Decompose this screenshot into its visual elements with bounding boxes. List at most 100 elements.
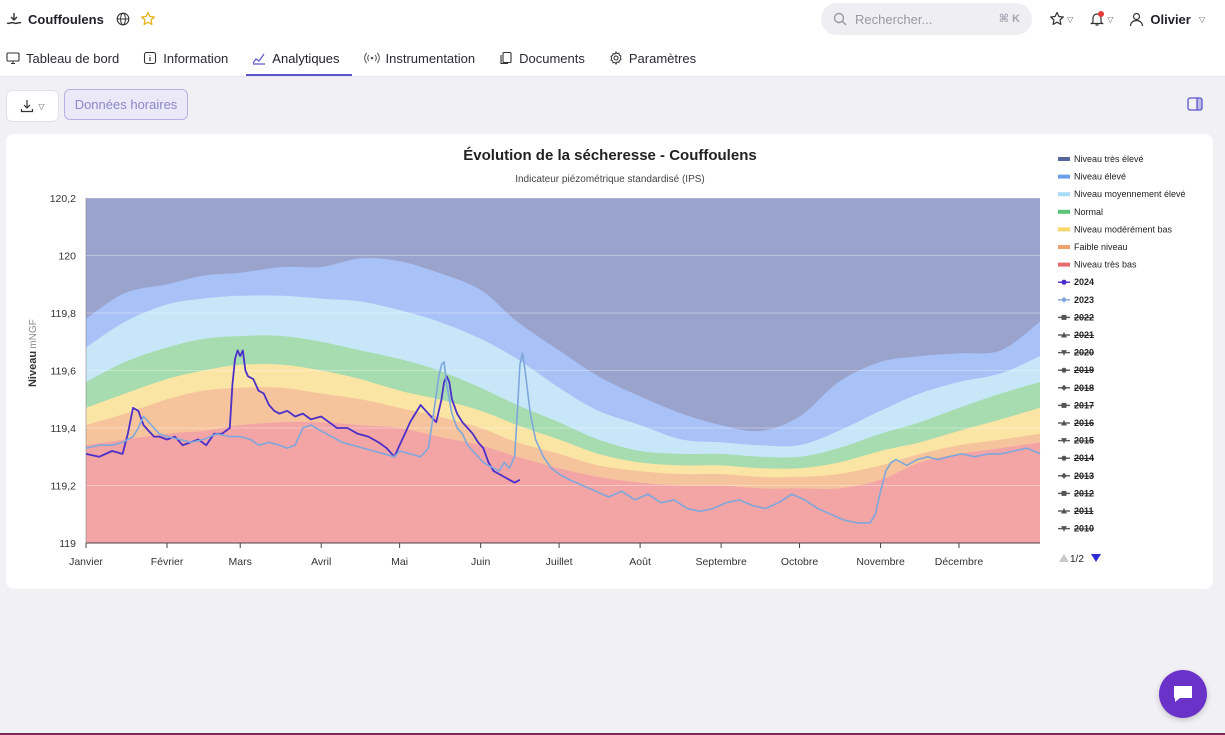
legend-page-down-icon[interactable] — [1091, 554, 1101, 562]
chevron-down-icon: ▽ — [1198, 14, 1205, 24]
hourly-data-button[interactable]: Données horaires — [64, 89, 188, 120]
top-bar: Couffoulens ⌘ K ▽ ▽ Olivier ▽ — [0, 0, 1225, 77]
tab-dashboard[interactable]: Tableau de bord — [0, 42, 131, 76]
water-station-icon — [6, 11, 22, 27]
tab-information[interactable]: Information — [137, 42, 240, 76]
legend-marker-16 — [1061, 438, 1067, 444]
series-line-2024 — [85, 349, 521, 484]
legend-label-2[interactable]: Niveau moyennement élevé — [1074, 189, 1186, 199]
y-tick-label-2: 119,8 — [51, 308, 77, 320]
legend-label-1[interactable]: Niveau élevé — [1074, 172, 1126, 182]
chart-title: Évolution de la sécheresse - Couffoulens — [463, 147, 756, 164]
site-name: Couffoulens — [28, 11, 104, 27]
tab-label: Paramètres — [628, 50, 697, 66]
legend-marker-12 — [1061, 367, 1067, 373]
monitor-icon — [6, 51, 20, 65]
side-panel-toggle-icon[interactable] — [1187, 97, 1203, 111]
y-tick-label-1: 120 — [58, 251, 76, 263]
legend-label-10[interactable]: 2021 — [1074, 330, 1094, 340]
x-tick-label-2: Mars — [229, 556, 252, 568]
signal-icon — [363, 51, 380, 65]
legend-swatch-3 — [1058, 209, 1070, 214]
legend-swatch-2 — [1058, 192, 1070, 197]
legend-label-4[interactable]: Niveau modérément bas — [1074, 224, 1173, 234]
legend-label-14[interactable]: 2017 — [1074, 400, 1094, 410]
bottom-edge — [0, 733, 1225, 735]
legend-label-3[interactable]: Normal — [1074, 207, 1103, 217]
user-name: Olivier — [1150, 11, 1191, 27]
search-input[interactable] — [853, 10, 997, 28]
x-tick-label-4: Mai — [391, 556, 408, 568]
chat-icon — [1171, 683, 1195, 705]
x-tick-label-1: Février — [151, 556, 184, 568]
notifications-menu[interactable]: ▽ — [1089, 11, 1113, 27]
documents-icon — [499, 51, 513, 65]
tab-label: Documents — [519, 50, 585, 66]
analytics-icon — [252, 51, 266, 65]
legend-marker-9 — [1061, 314, 1067, 320]
y-tick-label-5: 119,2 — [51, 481, 77, 493]
chevron-down-icon: ▽ — [1067, 14, 1074, 24]
tab-instrumentation[interactable]: Instrumentation — [358, 42, 488, 76]
legend-label-5[interactable]: Faible niveau — [1074, 242, 1128, 252]
notification-dot-icon — [1098, 11, 1105, 17]
legend-label-15[interactable]: 2016 — [1074, 418, 1094, 428]
chat-button[interactable] — [1159, 670, 1207, 718]
search-shortcut: ⌘ K — [998, 13, 1020, 25]
gear-icon — [609, 51, 623, 65]
search-box[interactable]: ⌘ K — [821, 3, 1032, 35]
legend-label-21[interactable]: 2010 — [1074, 524, 1094, 534]
chevron-down-icon: ▽ — [38, 101, 45, 111]
legend-marker-19 — [1061, 490, 1067, 496]
tab-label: Information — [163, 50, 229, 66]
x-tick-label-5: Juin — [471, 556, 490, 568]
x-tick-label-9: Octobre — [781, 556, 819, 568]
y-tick-label-4: 119,4 — [51, 423, 77, 435]
x-tick-label-10: Novembre — [856, 556, 905, 568]
tab-documents[interactable]: Documents — [493, 42, 597, 76]
legend-marker-10 — [1061, 332, 1067, 338]
legend-swatch-6 — [1058, 262, 1070, 267]
legend-label-0[interactable]: Niveau très élevé — [1074, 154, 1144, 164]
legend-swatch-4 — [1058, 227, 1070, 232]
legend-swatch-0 — [1058, 157, 1070, 161]
y-tick-label-3: 119,6 — [51, 366, 77, 378]
legend-label-7[interactable]: 2024 — [1074, 277, 1094, 287]
legend-marker-20 — [1061, 508, 1067, 514]
legend-marker-8 — [1061, 296, 1067, 303]
tab-analytics[interactable]: Analytiques — [246, 42, 352, 76]
legend-label-20[interactable]: 2011 — [1074, 506, 1094, 516]
x-tick-label-7: Août — [629, 556, 651, 568]
legend-label-12[interactable]: 2019 — [1074, 365, 1094, 375]
chart-subtitle: Indicateur piézométrique standardisé (IP… — [515, 174, 705, 185]
legend-label-16[interactable]: 2015 — [1074, 436, 1094, 446]
download-menu-button[interactable]: ▽ — [6, 90, 59, 122]
x-tick-label-6: Juillet — [546, 556, 573, 568]
user-menu[interactable]: Olivier ▽ — [1129, 12, 1205, 27]
legend-marker-14 — [1061, 402, 1067, 408]
series-line-2023 — [85, 352, 1041, 524]
tab-settings[interactable]: Paramètres — [603, 42, 708, 76]
legend-swatch-1 — [1058, 174, 1070, 179]
legend-marker-13 — [1061, 384, 1067, 391]
search-icon — [833, 12, 847, 26]
favorites-menu[interactable]: ▽ — [1049, 11, 1073, 27]
legend-label-11[interactable]: 2020 — [1074, 348, 1094, 358]
legend-label-18[interactable]: 2013 — [1074, 471, 1094, 481]
legend-label-19[interactable]: 2012 — [1074, 488, 1094, 498]
legend-label-13[interactable]: 2018 — [1074, 383, 1094, 393]
download-icon — [20, 99, 34, 113]
legend-swatch-5 — [1058, 245, 1070, 249]
top-actions: ▽ ▽ Olivier ▽ — [1049, 8, 1205, 30]
legend-label-8[interactable]: 2023 — [1074, 295, 1094, 305]
globe-icon[interactable] — [116, 12, 130, 26]
x-tick-label-3: Avril — [311, 556, 331, 568]
info-icon — [143, 51, 157, 65]
legend-label-6[interactable]: Niveau très bas — [1074, 260, 1137, 270]
legend-label-17[interactable]: 2014 — [1074, 453, 1094, 463]
favorite-star-icon[interactable] — [140, 11, 156, 27]
legend-label-9[interactable]: 2022 — [1074, 312, 1094, 322]
legend-page-up-icon[interactable] — [1059, 554, 1069, 562]
y-tick-label-0: 120,2 — [50, 193, 76, 205]
legend-marker-21 — [1061, 526, 1067, 532]
